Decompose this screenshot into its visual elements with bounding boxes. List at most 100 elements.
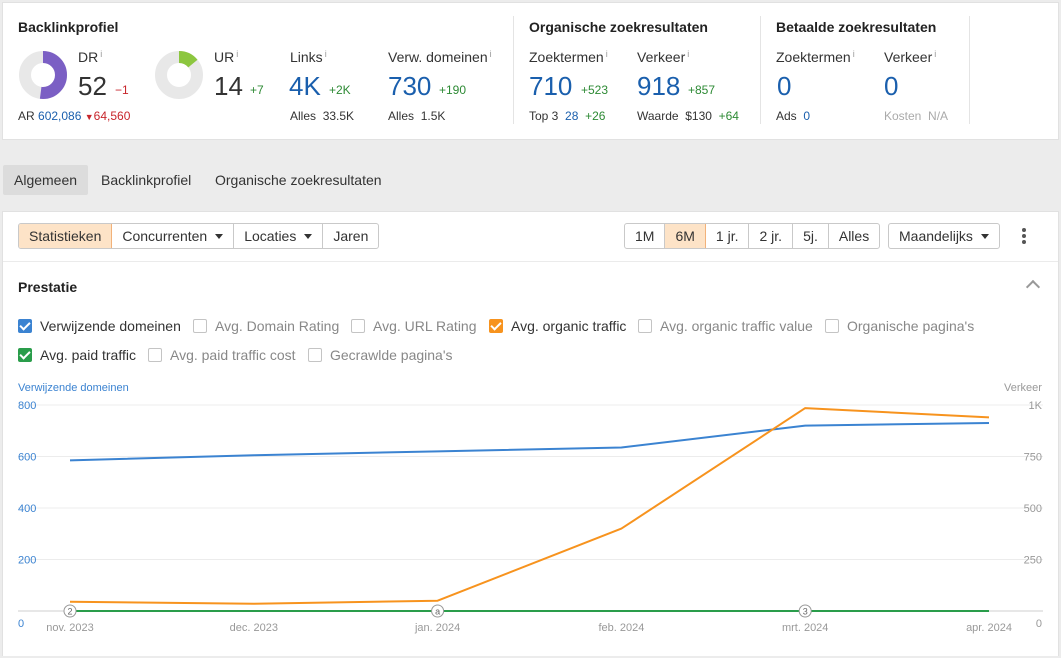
organic-keywords-value[interactable]: 710 — [529, 71, 573, 101]
checkbox-avg-organic-traffic[interactable]: Avg. organic traffic — [489, 318, 626, 334]
info-icon[interactable]: i — [489, 49, 492, 59]
interval-dropdown[interactable]: Maandelijks — [888, 223, 1000, 249]
more-options-icon[interactable] — [1022, 228, 1026, 246]
ur-delta: +7 — [250, 83, 264, 97]
info-icon[interactable]: i — [852, 49, 855, 59]
right-tick-label: 750 — [1024, 452, 1042, 464]
left-tick-label: 400 — [18, 503, 36, 515]
divider — [513, 16, 514, 124]
range-button-group: 1M 6M 1 jr. 2 jr. 5j. Alles — [624, 223, 881, 249]
organic-keywords-delta: +523 — [581, 83, 609, 97]
range-5y-button[interactable]: 5j. — [793, 224, 829, 248]
annotation-label: a — [435, 607, 440, 617]
x-tick-label: jan. 2024 — [414, 622, 460, 634]
checkbox-avg-paid-traffic[interactable]: Avg. paid traffic — [18, 347, 136, 363]
checkbox-icon — [148, 348, 162, 362]
info-icon[interactable]: i — [687, 49, 690, 59]
checkbox-checked-icon — [18, 348, 32, 362]
annotation-marker — [431, 604, 445, 618]
dr-label[interactable]: DR i — [78, 49, 103, 65]
x-tick-label: dec. 2023 — [230, 622, 278, 634]
checkbox-organic-pages[interactable]: Organische pagina's — [825, 318, 974, 334]
x-tick-label: nov. 2023 — [46, 622, 94, 634]
tab-organic-results[interactable]: Organische zoekresultaten — [215, 172, 382, 188]
checkbox-icon — [825, 319, 839, 333]
organic-traffic-delta: +857 — [688, 83, 716, 97]
links-label[interactable]: Links i — [290, 49, 327, 65]
info-icon[interactable]: i — [324, 49, 327, 59]
annotation-label: 3 — [803, 607, 808, 617]
paid-cost: Kosten N/A — [884, 109, 949, 123]
left-tick-label: 0 — [18, 618, 24, 630]
paid-traffic-label[interactable]: Verkeer i — [884, 49, 937, 65]
x-tick-label: feb. 2024 — [598, 622, 644, 634]
checkbox-avg-organic-traffic-value[interactable]: Avg. organic traffic value — [638, 318, 813, 334]
organic-traffic-value-row: Waarde $130 +64 — [637, 109, 739, 123]
x-tick-label: mrt. 2024 — [782, 622, 828, 634]
links-delta: +2K — [329, 83, 351, 97]
tab-backlink-profile[interactable]: Backlinkprofiel — [101, 172, 192, 188]
checkbox-avg-url-rating[interactable]: Avg. URL Rating — [351, 318, 477, 334]
right-tick-label: 500 — [1024, 503, 1042, 515]
organic-top3: Top 3 28 +26 — [529, 109, 606, 123]
ur-donut-chart — [155, 51, 203, 99]
paid-traffic-value[interactable]: 0 — [884, 71, 899, 101]
view-button-group: Statistieken Concurrenten Locaties Jaren — [18, 223, 380, 249]
left-axis-title: Verwijzende domeinen — [18, 382, 129, 394]
organic-traffic-label[interactable]: Verkeer i — [637, 49, 690, 65]
dr-delta: −1 — [115, 83, 129, 97]
info-icon[interactable]: i — [934, 49, 937, 59]
range-1m-button[interactable]: 1M — [625, 224, 666, 248]
competitors-dropdown[interactable]: Concurrenten — [112, 224, 235, 248]
checkbox-icon — [638, 319, 652, 333]
checkbox-avg-domain-rating[interactable]: Avg. Domain Rating — [193, 318, 339, 334]
checkbox-avg-paid-traffic-cost[interactable]: Avg. paid traffic cost — [148, 347, 296, 363]
checkbox-checked-icon — [489, 319, 503, 333]
right-axis-title: Verkeer — [1004, 382, 1042, 394]
paid-keywords-value[interactable]: 0 — [777, 71, 792, 101]
ar-value[interactable]: 602,086 — [38, 109, 82, 123]
range-1y-button[interactable]: 1 jr. — [706, 224, 750, 248]
statistics-button[interactable]: Statistieken — [19, 224, 113, 248]
left-tick-label: 600 — [18, 452, 36, 464]
section-title: Prestatie — [18, 279, 78, 295]
checkbox-icon — [351, 319, 365, 333]
info-icon[interactable]: i — [100, 49, 103, 59]
metrics-panel — [2, 2, 1059, 140]
right-tick-label: 250 — [1024, 555, 1042, 567]
annotation-marker — [798, 604, 812, 618]
tab-general[interactable]: Algemeen — [3, 165, 89, 195]
checkbox-icon — [308, 348, 322, 362]
divider — [3, 261, 1058, 262]
years-button[interactable]: Jaren — [333, 228, 369, 244]
dr-donut-chart — [19, 51, 67, 99]
ar-delta: ▼64,560 — [84, 109, 131, 123]
checkbox-crawled-pages[interactable]: Gecrawlde pagina's — [308, 347, 453, 363]
organic-traffic-value[interactable]: 918 — [637, 71, 681, 101]
series-line-avg-organic-traffic — [69, 407, 990, 605]
annotation-label: 2 — [67, 607, 72, 617]
range-6m-button[interactable]: 6M — [665, 224, 706, 248]
organic-keywords-label[interactable]: Zoektermen i — [529, 49, 608, 65]
left-tick-label: 200 — [18, 555, 36, 567]
arrow-down-icon: ▼ — [84, 112, 94, 122]
range-2y-button[interactable]: 2 jr. — [749, 224, 794, 248]
ur-label[interactable]: UR i — [214, 49, 239, 65]
links-value[interactable]: 4K — [289, 71, 321, 101]
backlink-profile-title: Backlinkprofiel — [18, 19, 119, 35]
checkbox-icon — [193, 319, 207, 333]
referring-domains-label[interactable]: Verw. domeinen i — [388, 49, 492, 65]
checkbox-referring-domains[interactable]: Verwijzende domeinen — [18, 318, 181, 334]
info-icon[interactable]: i — [236, 49, 239, 59]
ur-value: 14 — [214, 71, 243, 101]
right-tick-label: 1K — [1029, 400, 1043, 412]
checkbox-checked-icon — [18, 319, 32, 333]
referring-domains-delta: +190 — [439, 83, 467, 97]
paid-keywords-label[interactable]: Zoektermen i — [776, 49, 855, 65]
locations-dropdown[interactable]: Locaties — [234, 224, 324, 248]
info-icon[interactable]: i — [605, 49, 608, 59]
referring-domains-value[interactable]: 730 — [388, 71, 432, 101]
ar-row: AR 602,086 ▼64,560 — [18, 109, 131, 123]
dr-value: 52 — [78, 71, 107, 101]
range-all-button[interactable]: Alles — [838, 228, 870, 244]
